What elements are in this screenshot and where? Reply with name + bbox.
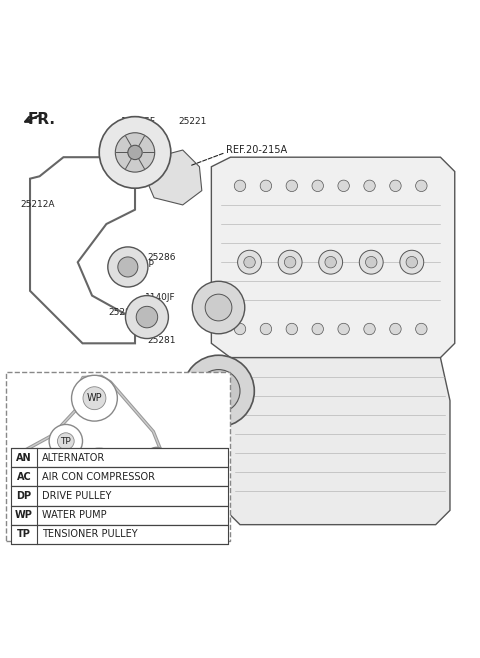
Circle shape: [400, 250, 424, 274]
Text: DP: DP: [16, 491, 32, 501]
Circle shape: [118, 257, 138, 277]
Circle shape: [49, 424, 83, 458]
Polygon shape: [147, 150, 202, 205]
Text: AC: AC: [28, 467, 41, 477]
Circle shape: [86, 461, 112, 488]
Circle shape: [416, 323, 427, 335]
Circle shape: [72, 375, 117, 421]
Text: ALTERNATOR: ALTERNATOR: [42, 453, 105, 463]
Circle shape: [128, 145, 142, 160]
Circle shape: [260, 323, 272, 335]
Circle shape: [99, 116, 171, 188]
Circle shape: [24, 461, 46, 484]
Circle shape: [416, 180, 427, 191]
FancyBboxPatch shape: [11, 505, 228, 524]
Circle shape: [197, 370, 240, 413]
Circle shape: [205, 294, 232, 321]
Text: WATER PUMP: WATER PUMP: [42, 510, 107, 520]
Circle shape: [183, 355, 254, 427]
Circle shape: [210, 382, 227, 399]
Polygon shape: [226, 358, 450, 524]
Circle shape: [244, 257, 255, 268]
Text: 25286: 25286: [147, 253, 176, 262]
Circle shape: [115, 133, 155, 172]
Text: TP: TP: [17, 529, 31, 539]
Text: AIR CON COMPRESSOR: AIR CON COMPRESSOR: [42, 472, 155, 482]
Circle shape: [234, 323, 246, 335]
Text: 1123GF: 1123GF: [120, 117, 156, 126]
Circle shape: [325, 257, 336, 268]
Circle shape: [286, 323, 298, 335]
Circle shape: [151, 453, 162, 463]
Circle shape: [58, 433, 74, 449]
Text: DP: DP: [93, 470, 106, 480]
Circle shape: [364, 180, 375, 191]
Circle shape: [73, 448, 125, 501]
FancyBboxPatch shape: [11, 524, 228, 544]
FancyBboxPatch shape: [11, 486, 228, 505]
Text: AN: AN: [16, 453, 32, 463]
Circle shape: [192, 281, 245, 334]
Circle shape: [406, 257, 418, 268]
Circle shape: [338, 323, 349, 335]
Circle shape: [390, 180, 401, 191]
FancyBboxPatch shape: [6, 372, 230, 542]
Text: AN: AN: [150, 453, 163, 463]
Circle shape: [234, 180, 246, 191]
Text: AC: AC: [17, 472, 31, 482]
Circle shape: [312, 180, 324, 191]
Circle shape: [364, 323, 375, 335]
Circle shape: [278, 250, 302, 274]
Circle shape: [125, 295, 168, 339]
Text: DRIVE PULLEY: DRIVE PULLEY: [42, 491, 111, 501]
Circle shape: [238, 250, 262, 274]
Text: FR.: FR.: [28, 112, 56, 127]
Circle shape: [108, 247, 148, 287]
Text: 25281: 25281: [147, 336, 176, 345]
Text: TENSIONER PULLEY: TENSIONER PULLEY: [42, 529, 138, 539]
Circle shape: [146, 447, 167, 468]
Text: REF.20-215A: REF.20-215A: [226, 145, 287, 155]
FancyBboxPatch shape: [11, 448, 228, 467]
Circle shape: [390, 323, 401, 335]
Circle shape: [360, 250, 383, 274]
Polygon shape: [211, 157, 455, 358]
Text: 25212A: 25212A: [21, 201, 55, 209]
Circle shape: [286, 180, 298, 191]
Text: 1140JF: 1140JF: [144, 293, 175, 303]
Circle shape: [338, 180, 349, 191]
Circle shape: [319, 250, 343, 274]
Circle shape: [136, 307, 157, 328]
Text: 25221: 25221: [178, 117, 206, 126]
Text: 25285P: 25285P: [120, 260, 155, 269]
Circle shape: [260, 180, 272, 191]
Circle shape: [284, 257, 296, 268]
Circle shape: [12, 449, 58, 495]
FancyBboxPatch shape: [11, 467, 228, 486]
Text: 25283: 25283: [109, 308, 137, 316]
Text: TP: TP: [60, 437, 71, 445]
Circle shape: [312, 323, 324, 335]
Text: WP: WP: [86, 393, 102, 403]
Circle shape: [365, 257, 377, 268]
Text: WP: WP: [15, 510, 33, 520]
Circle shape: [83, 387, 106, 410]
